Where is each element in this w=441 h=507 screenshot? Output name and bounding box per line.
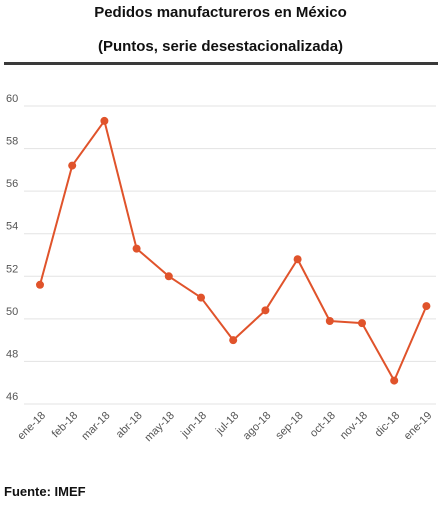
y-tick-label-56: 56 [6,178,18,190]
x-tick-label-ene-19: ene-19 [402,410,435,443]
x-tick-label-oct-18: oct-18 [308,410,338,440]
x-tick-label-jun-18: jun-18 [178,410,209,441]
line-chart: 46 48 50 52 54 56 58 60 ene-18 feb-18 mar-18 abr-1… [6,93,436,444]
y-axis-ticks: 46 48 50 52 54 56 58 60 [6,93,18,403]
y-tick-label-60: 60 [6,93,18,105]
data-point-jul-18 [229,336,238,345]
y-tick-label-46: 46 [6,391,18,403]
x-tick-label-feb-18: feb-18 [50,410,81,441]
x-tick-label-abr-18: abr-18 [114,410,145,441]
x-tick-label-jul-18: jul-18 [213,410,241,438]
gridlines [24,105,436,405]
x-tick-label-nov-18: nov-18 [338,410,370,442]
title-divider [4,62,438,65]
chart-title: Pedidos manufactureros en México [94,4,347,21]
data-point-oct-18 [325,316,334,325]
data-point-sep-18 [293,255,302,264]
data-point-abr-18 [132,244,141,253]
y-tick-label-58: 58 [6,136,18,148]
x-tick-label-dic-18: dic-18 [373,410,403,440]
x-tick-label-may-18: may-18 [142,410,176,444]
source-note: Fuente: IMEF [4,484,86,499]
x-tick-label-mar-18: mar-18 [79,410,112,443]
data-point-nov-18 [358,319,366,328]
data-point-feb-18 [68,161,77,170]
y-tick-label-50: 50 [6,306,18,318]
data-point-ene-19 [422,302,431,311]
x-tick-label-ago-18: ago-18 [241,410,274,443]
data-point-ene-18 [36,280,44,289]
chart-subtitle: (Puntos, serie desestacionalizada) [97,38,344,55]
y-tick-label-48: 48 [6,348,18,360]
data-point-dic-18 [390,376,399,385]
series-pedidos [36,116,431,385]
x-tick-label-sep-18: sep-18 [273,410,305,442]
x-tick-label-ene-18: ene-18 [15,410,48,443]
data-point-may-18 [164,272,173,281]
data-point-ago-18 [261,306,270,315]
data-point-jun-18 [197,293,205,302]
y-tick-label-54: 54 [6,221,18,233]
data-point-mar-18 [100,116,109,125]
y-tick-label-52: 52 [6,263,18,275]
